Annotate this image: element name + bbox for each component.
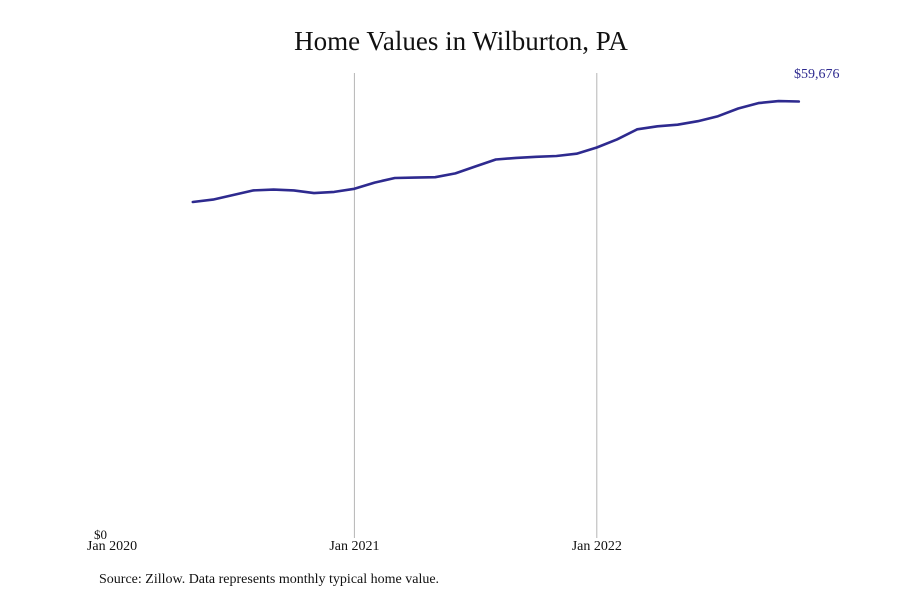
y-tick-label: $0 <box>94 527 107 542</box>
series-layer <box>191 99 801 204</box>
gridlines <box>353 73 598 538</box>
x-tick-label: Jan 2020 <box>87 539 137 554</box>
end-value-label: $59,676 <box>794 67 840 82</box>
labels-layer: Jan 2020 Jan 2021 Jan 2022 $0 $59,676 <box>87 67 840 554</box>
source-note: Source: Zillow. Data represents monthly … <box>99 572 440 587</box>
home-value-line <box>191 99 801 204</box>
chart-title: Home Values in Wilburton, PA <box>294 26 628 56</box>
x-tick-label: Jan 2022 <box>572 539 622 554</box>
x-tick-label: Jan 2021 <box>329 539 379 554</box>
